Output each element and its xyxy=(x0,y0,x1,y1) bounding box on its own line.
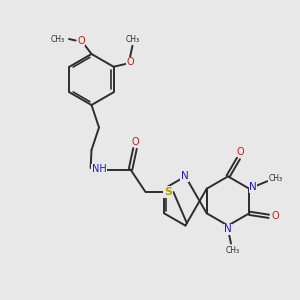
Text: N: N xyxy=(181,171,189,182)
Text: CH₃: CH₃ xyxy=(225,246,240,255)
Text: CH₃: CH₃ xyxy=(51,34,65,43)
Text: NH: NH xyxy=(92,164,106,175)
Text: O: O xyxy=(77,35,85,46)
Text: N: N xyxy=(249,182,257,192)
Text: O: O xyxy=(131,137,139,147)
Text: CH₃: CH₃ xyxy=(125,34,140,43)
Text: O: O xyxy=(126,57,134,67)
Text: S: S xyxy=(164,187,172,197)
Text: O: O xyxy=(272,211,279,221)
Text: CH₃: CH₃ xyxy=(268,174,283,183)
Text: O: O xyxy=(236,147,244,157)
Text: N: N xyxy=(224,224,232,234)
